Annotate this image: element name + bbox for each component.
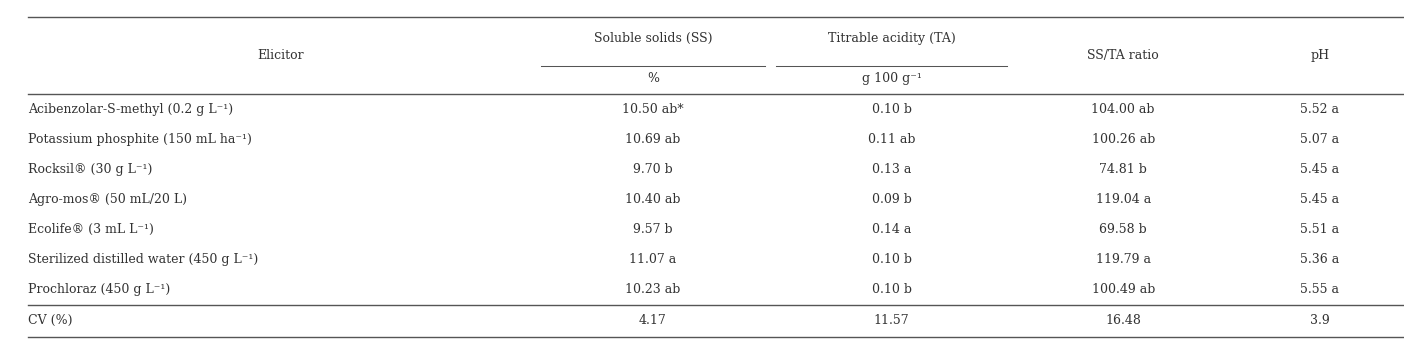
Text: Prochloraz (450 g L⁻¹): Prochloraz (450 g L⁻¹) — [28, 283, 170, 296]
Text: Elicitor: Elicitor — [257, 49, 305, 62]
Text: 104.00 ab: 104.00 ab — [1091, 102, 1155, 116]
Text: 0.10 b: 0.10 b — [872, 102, 911, 116]
Text: 0.13 a: 0.13 a — [872, 163, 911, 176]
Text: 11.07 a: 11.07 a — [629, 253, 677, 266]
Text: 10.23 ab: 10.23 ab — [625, 283, 681, 296]
Text: SS/TA ratio: SS/TA ratio — [1087, 49, 1160, 62]
Text: 100.49 ab: 100.49 ab — [1091, 283, 1155, 296]
Text: 74.81 b: 74.81 b — [1099, 163, 1147, 176]
Text: Rocksil® (30 g L⁻¹): Rocksil® (30 g L⁻¹) — [28, 163, 153, 176]
Text: 5.45 a: 5.45 a — [1300, 193, 1339, 206]
Text: Ecolife® (3 mL L⁻¹): Ecolife® (3 mL L⁻¹) — [28, 223, 154, 236]
Text: 4.17: 4.17 — [639, 314, 667, 327]
Text: 10.69 ab: 10.69 ab — [625, 133, 681, 146]
Text: 119.04 a: 119.04 a — [1095, 193, 1151, 206]
Text: 3.9: 3.9 — [1310, 314, 1330, 327]
Text: 5.51 a: 5.51 a — [1300, 223, 1339, 236]
Text: 11.57: 11.57 — [873, 314, 910, 327]
Text: Agro-mos® (50 mL/20 L): Agro-mos® (50 mL/20 L) — [28, 193, 187, 206]
Text: Acibenzolar-S-methyl (0.2 g L⁻¹): Acibenzolar-S-methyl (0.2 g L⁻¹) — [28, 102, 233, 116]
Text: 10.50 ab*: 10.50 ab* — [622, 102, 684, 116]
Text: 9.57 b: 9.57 b — [633, 223, 673, 236]
Text: 0.09 b: 0.09 b — [872, 193, 911, 206]
Text: 9.70 b: 9.70 b — [633, 163, 673, 176]
Text: Potassium phosphite (150 mL ha⁻¹): Potassium phosphite (150 mL ha⁻¹) — [28, 133, 251, 146]
Text: 5.07 a: 5.07 a — [1300, 133, 1339, 146]
Text: g 100 g⁻¹: g 100 g⁻¹ — [862, 71, 921, 85]
Text: 5.52 a: 5.52 a — [1300, 102, 1339, 116]
Text: 10.40 ab: 10.40 ab — [625, 193, 681, 206]
Text: 100.26 ab: 100.26 ab — [1091, 133, 1155, 146]
Text: 0.10 b: 0.10 b — [872, 253, 911, 266]
Text: CV (%): CV (%) — [28, 314, 73, 327]
Text: Soluble solids (SS): Soluble solids (SS) — [594, 32, 712, 45]
Text: pH: pH — [1310, 49, 1330, 62]
Text: Sterilized distilled water (450 g L⁻¹): Sterilized distilled water (450 g L⁻¹) — [28, 253, 258, 266]
Text: 0.10 b: 0.10 b — [872, 283, 911, 296]
Text: 69.58 b: 69.58 b — [1099, 223, 1147, 236]
Text: 16.48: 16.48 — [1105, 314, 1141, 327]
Text: 5.55 a: 5.55 a — [1300, 283, 1339, 296]
Text: %: % — [647, 71, 658, 85]
Text: 0.11 ab: 0.11 ab — [868, 133, 915, 146]
Text: 119.79 a: 119.79 a — [1095, 253, 1151, 266]
Text: 5.36 a: 5.36 a — [1300, 253, 1339, 266]
Text: 0.14 a: 0.14 a — [872, 223, 911, 236]
Text: 5.45 a: 5.45 a — [1300, 163, 1339, 176]
Text: Titrable acidity (TA): Titrable acidity (TA) — [828, 32, 955, 45]
